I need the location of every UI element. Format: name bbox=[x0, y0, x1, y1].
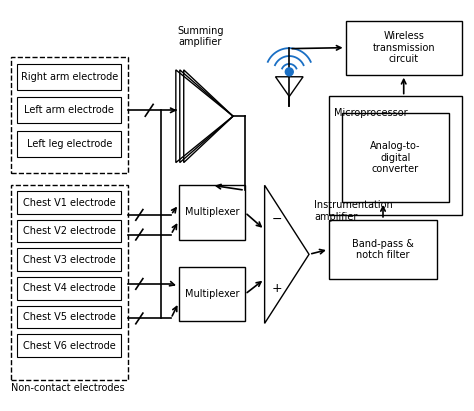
Text: Microprocessor: Microprocessor bbox=[334, 109, 407, 118]
Text: Chest V3 electrode: Chest V3 electrode bbox=[23, 255, 116, 265]
Bar bbox=[11, 57, 128, 173]
Text: Summing
amplifier: Summing amplifier bbox=[177, 25, 224, 47]
Text: +: + bbox=[271, 282, 282, 296]
Bar bbox=[11, 185, 128, 380]
Bar bbox=[179, 267, 245, 321]
Text: Chest V5 electrode: Chest V5 electrode bbox=[23, 312, 116, 322]
Bar bbox=[179, 185, 245, 240]
Bar bbox=[346, 21, 462, 75]
Text: Analog-to-
digital
converter: Analog-to- digital converter bbox=[370, 141, 420, 174]
Text: Chest V4 electrode: Chest V4 electrode bbox=[23, 283, 116, 293]
Text: Chest V6 electrode: Chest V6 electrode bbox=[23, 341, 116, 351]
Bar bbox=[17, 64, 120, 90]
Text: −: − bbox=[271, 213, 282, 226]
Text: Left arm electrode: Left arm electrode bbox=[24, 105, 114, 115]
Text: Instrumentation
amplifier: Instrumentation amplifier bbox=[314, 200, 392, 222]
Text: Left leg electrode: Left leg electrode bbox=[27, 139, 112, 149]
Bar bbox=[17, 131, 120, 157]
Bar bbox=[17, 334, 120, 357]
Text: Chest V2 electrode: Chest V2 electrode bbox=[23, 226, 116, 236]
Circle shape bbox=[285, 68, 293, 76]
Text: Right arm electrode: Right arm electrode bbox=[21, 72, 118, 82]
Bar bbox=[329, 220, 437, 279]
Bar bbox=[17, 220, 120, 242]
Text: Non-contact electrodes: Non-contact electrodes bbox=[11, 383, 125, 393]
Text: Chest V1 electrode: Chest V1 electrode bbox=[23, 198, 116, 208]
Bar bbox=[329, 97, 462, 215]
Text: Wireless
transmission
circuit: Wireless transmission circuit bbox=[373, 31, 435, 64]
Bar bbox=[17, 191, 120, 214]
Bar bbox=[17, 97, 120, 123]
Bar bbox=[17, 277, 120, 300]
Bar bbox=[17, 248, 120, 271]
Text: Band-pass &
notch filter: Band-pass & notch filter bbox=[352, 239, 414, 260]
Bar bbox=[342, 113, 449, 202]
Text: Multiplexer: Multiplexer bbox=[184, 208, 239, 217]
Bar bbox=[17, 306, 120, 328]
Text: Multiplexer: Multiplexer bbox=[184, 289, 239, 299]
